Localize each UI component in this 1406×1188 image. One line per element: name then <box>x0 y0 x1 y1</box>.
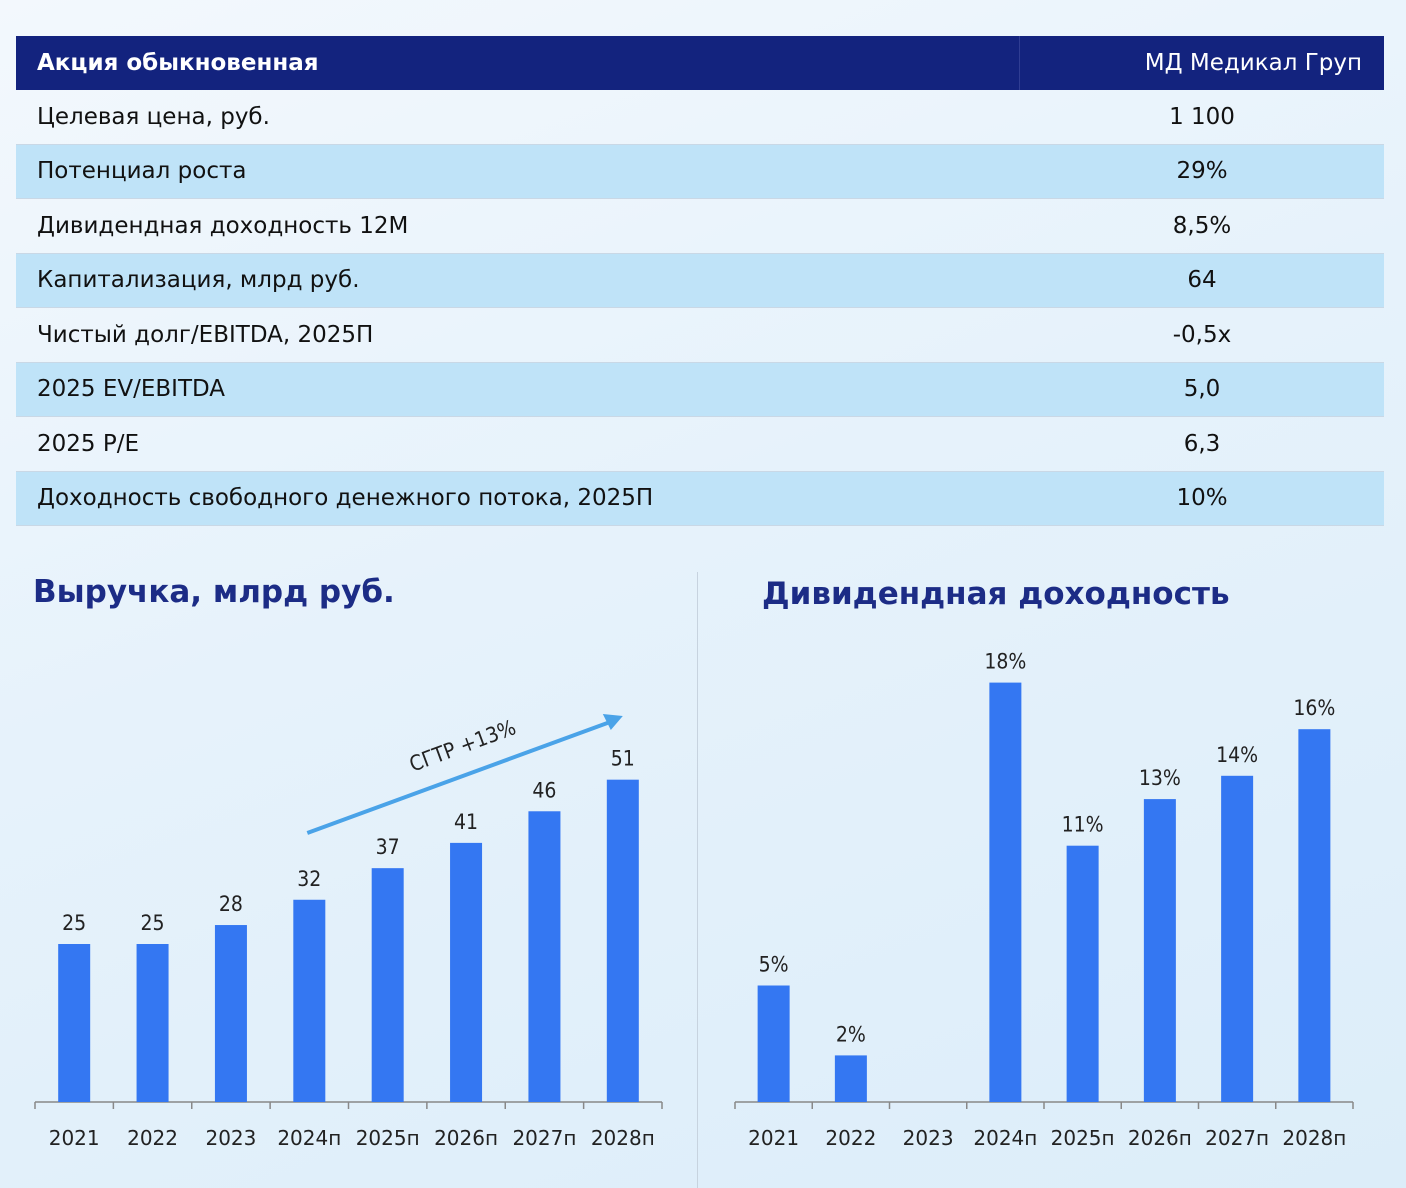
x-tick-label: 2021 <box>748 1126 799 1150</box>
row-label: Чистый долг/EBITDA, 2025П <box>37 321 374 348</box>
data-label: 2% <box>836 1022 866 1046</box>
data-label: 16% <box>1293 696 1335 720</box>
growth-arrow <box>306 719 614 835</box>
row-value: 8,5% <box>1172 212 1232 239</box>
bar <box>1298 729 1331 1102</box>
bar <box>450 842 483 1102</box>
data-label: 18% <box>984 650 1026 674</box>
x-tick-label: 2025п <box>356 1126 420 1150</box>
table-row: Капитализация, млрд руб. 64 <box>16 253 1384 308</box>
row-label: Капитализация, млрд руб. <box>37 267 360 294</box>
bar <box>757 985 790 1102</box>
bar <box>136 944 169 1102</box>
row-label: 2025 EV/EBITDA <box>37 376 226 403</box>
header-divider <box>1019 36 1020 90</box>
data-label: 46 <box>532 778 556 802</box>
valuation-table: Акция обыкновенная МД Медикал Груп Целев… <box>16 36 1384 526</box>
table-header-label: Акция обыкновенная <box>37 50 319 76</box>
cagr-annotation: CГТР +13% <box>406 715 519 776</box>
bar <box>371 868 404 1102</box>
table-row: Доходность свободного денежного потока, … <box>16 471 1384 526</box>
data-label: 14% <box>1216 743 1258 767</box>
bar <box>214 925 247 1102</box>
table-header-company: МД Медикал Груп <box>1144 50 1362 76</box>
charts-divider <box>697 572 698 1188</box>
x-tick-label: 2022 <box>127 1126 178 1150</box>
x-tick-label: 2026п <box>1128 1126 1192 1150</box>
bar <box>606 779 639 1102</box>
x-tick-label: 2022 <box>825 1126 876 1150</box>
x-tick-label: 2023 <box>903 1126 954 1150</box>
x-tick-label: 2021 <box>49 1126 100 1150</box>
x-tick-label: 2025п <box>1051 1126 1115 1150</box>
data-label: 11% <box>1062 813 1104 837</box>
row-label: Целевая цена, руб. <box>37 103 270 130</box>
row-value: 64 <box>1187 267 1217 294</box>
x-tick-label: 2028п <box>1282 1126 1346 1150</box>
data-label: 13% <box>1139 766 1181 790</box>
x-tick-label: 2027п <box>512 1126 576 1150</box>
row-value: 6,3 <box>1183 430 1221 457</box>
growth-arrow-head <box>602 714 623 730</box>
data-label: 5% <box>759 953 789 977</box>
data-label: 28 <box>219 892 243 916</box>
table-row: Потенциал роста 29% <box>16 144 1384 199</box>
row-value: 5,0 <box>1183 376 1221 403</box>
data-label: 25 <box>62 911 86 935</box>
row-label: Доходность свободного денежного потока, … <box>37 485 654 512</box>
x-tick-label: 2024п <box>277 1126 341 1150</box>
table-row: Чистый долг/EBITDA, 2025П -0,5x <box>16 308 1384 363</box>
x-tick-label: 2028п <box>591 1126 655 1150</box>
data-label: 37 <box>376 835 400 859</box>
data-label: 25 <box>141 911 165 935</box>
row-value: 29% <box>1176 158 1228 185</box>
x-tick-label: 2023 <box>205 1126 256 1150</box>
bar <box>989 682 1022 1102</box>
bar <box>834 1055 867 1102</box>
bar <box>1221 775 1254 1102</box>
table-header-row: Акция обыкновенная МД Медикал Груп <box>16 36 1384 90</box>
table-row: 2025 P/E 6,3 <box>16 417 1384 472</box>
table-row: Дивидендная доходность 12М 8,5% <box>16 199 1384 254</box>
dividend-chart-title: Дивидендная доходность <box>762 576 1230 612</box>
table-row: 2025 EV/EBITDA 5,0 <box>16 362 1384 417</box>
data-label: 51 <box>611 747 635 771</box>
bar <box>1066 845 1099 1102</box>
row-label: Потенциал роста <box>37 158 247 185</box>
data-label: 32 <box>297 867 321 891</box>
bar <box>58 944 91 1102</box>
bar <box>528 811 561 1102</box>
table-row: Целевая цена, руб. 1 100 <box>16 90 1384 145</box>
row-value: 1 100 <box>1169 103 1235 130</box>
data-label: 41 <box>454 810 478 834</box>
row-label: 2025 P/E <box>37 430 139 457</box>
x-tick-label: 2027п <box>1205 1126 1269 1150</box>
row-value: -0,5x <box>1172 321 1232 348</box>
x-tick-label: 2026п <box>434 1126 498 1150</box>
revenue-chart-title: Выручка, млрд руб. <box>33 574 395 610</box>
bar <box>1143 799 1176 1102</box>
row-value: 10% <box>1176 485 1228 512</box>
bar <box>293 899 326 1102</box>
row-label: Дивидендная доходность 12М <box>37 212 409 239</box>
x-tick-label: 2024п <box>973 1126 1037 1150</box>
